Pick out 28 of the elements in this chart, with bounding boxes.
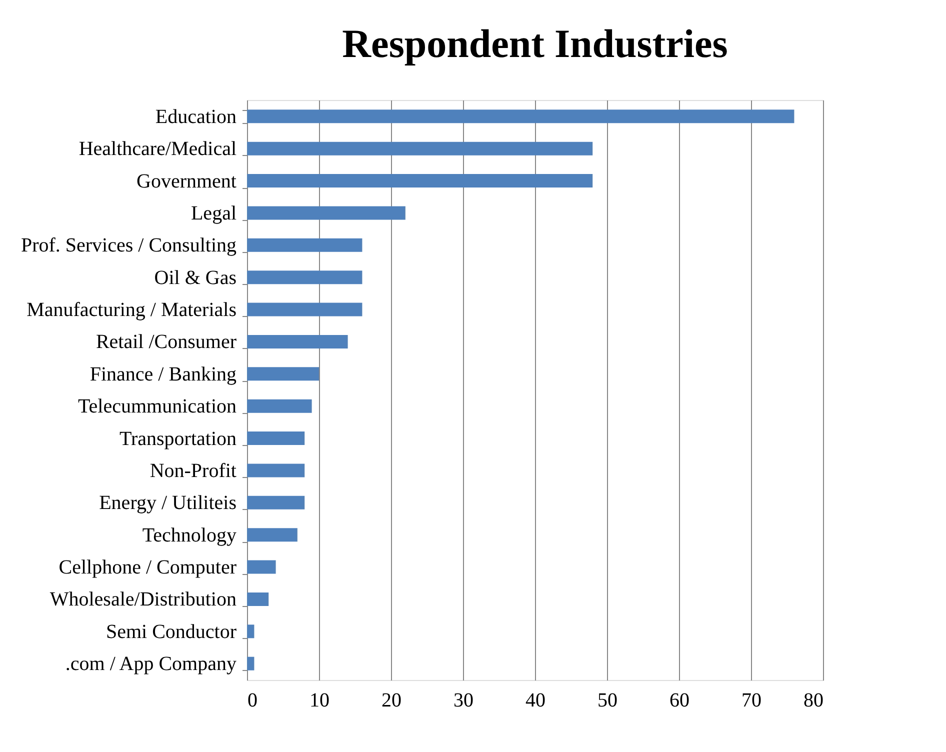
x-tick-label: 60 xyxy=(670,690,690,712)
chart-title: Respondent Industries xyxy=(342,21,728,66)
y-tick-label: Cellphone / Computer xyxy=(58,556,237,579)
x-tick-label: 30 xyxy=(454,690,474,712)
y-tick-label: Transportation xyxy=(119,428,236,450)
y-tick-label: Non-Profit xyxy=(150,460,237,482)
y-tick-label: Manufacturing / Materials xyxy=(26,299,237,322)
y-tick-label: Healthcare/Medical xyxy=(78,138,237,160)
y-tick-label: Legal xyxy=(190,202,237,224)
y-tick-label: .com / App Company xyxy=(65,653,236,676)
x-tick-label: 50 xyxy=(598,690,618,712)
y-tick-label: Semi Conductor xyxy=(106,620,237,643)
x-tick-label: 70 xyxy=(742,690,762,712)
x-tick-label: 0 xyxy=(248,690,258,712)
y-tick-label: Finance / Banking xyxy=(90,363,236,386)
x-tick-label: 10 xyxy=(310,690,330,712)
y-tick-label: Government xyxy=(136,170,237,192)
x-tick-label: 40 xyxy=(526,690,546,712)
y-tick-label: Education xyxy=(155,106,236,128)
y-tick-label: Oil & Gas xyxy=(154,266,237,289)
y-tick-label: Retail /Consumer xyxy=(96,331,237,354)
x-tick-label: 80 xyxy=(804,690,824,712)
y-tick-label: Technology xyxy=(142,524,236,546)
y-tick-label: Wholesale/Distribution xyxy=(50,588,236,611)
x-tick-label: 20 xyxy=(382,690,402,712)
y-tick-label: Telecummunication xyxy=(78,396,236,418)
y-tick-label: Energy / Utiliteis xyxy=(99,492,237,514)
y-tick-label: Prof. Services / Consulting xyxy=(20,234,236,257)
